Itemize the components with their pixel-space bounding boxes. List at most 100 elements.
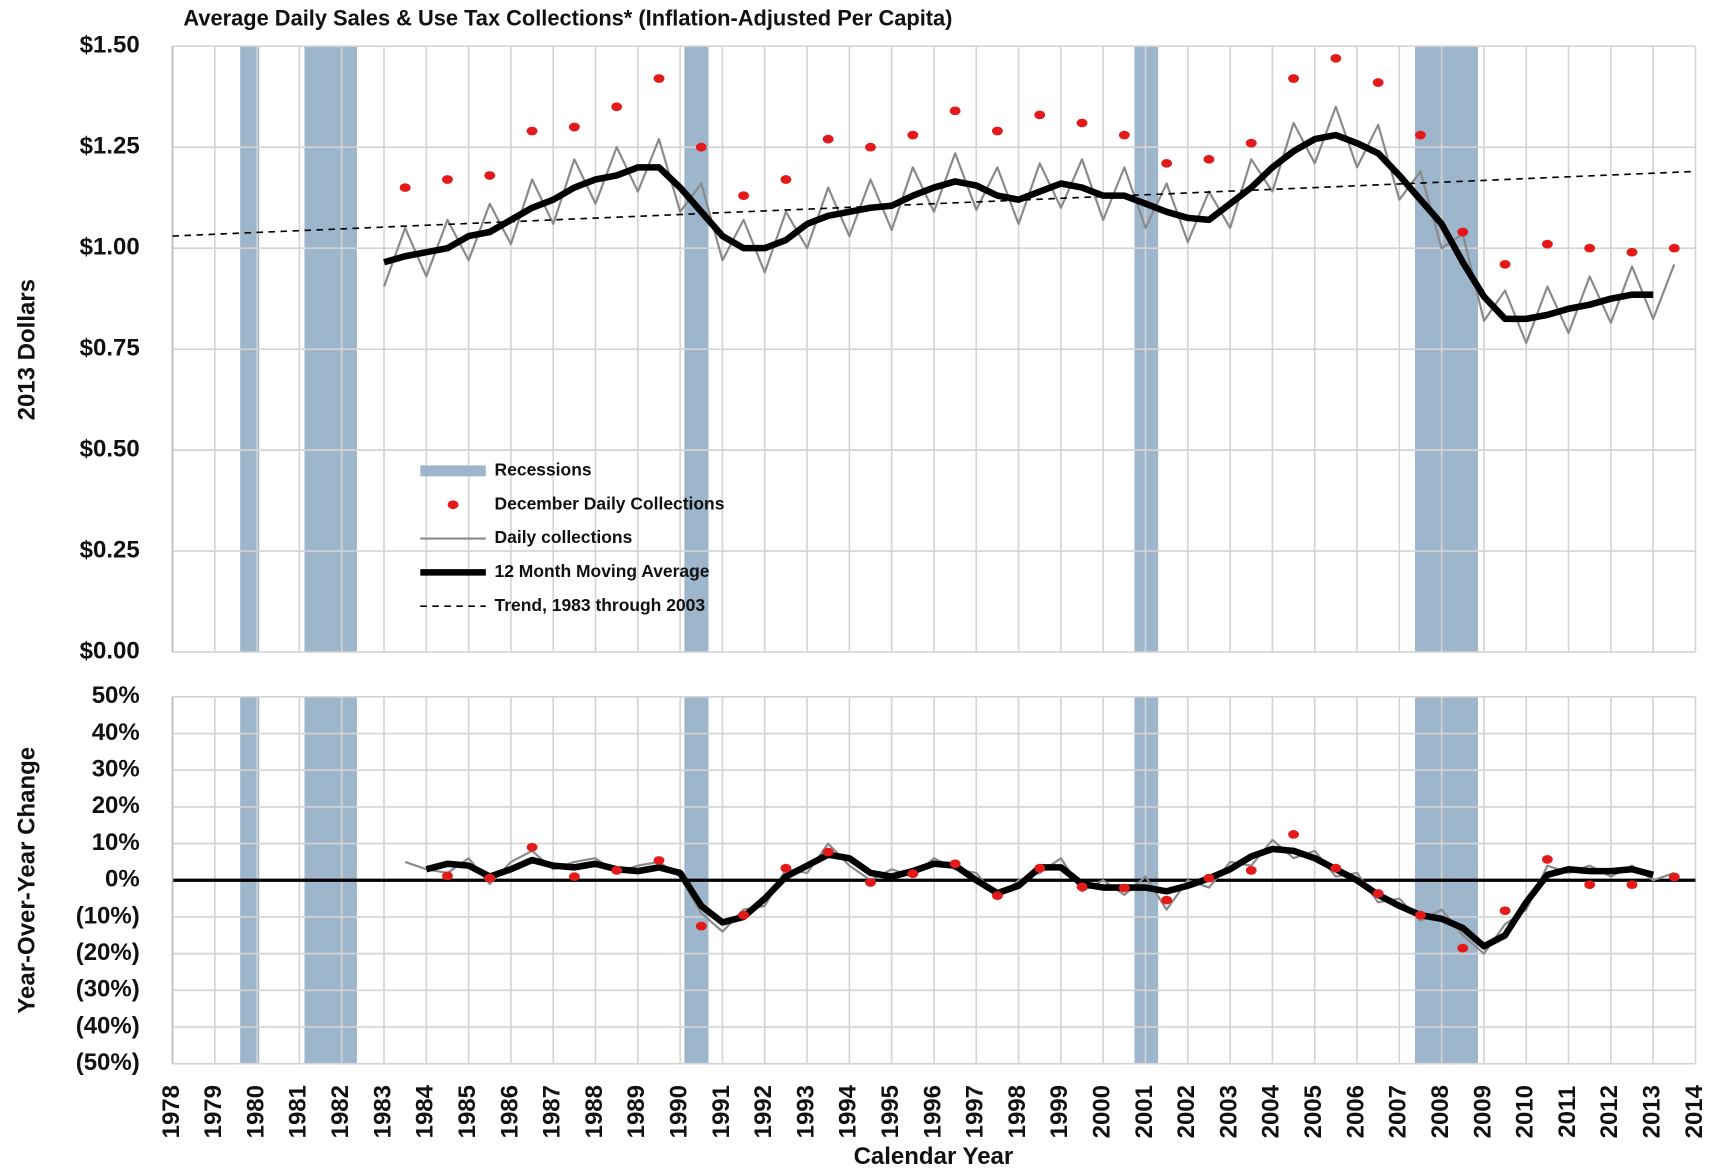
x-tick-label: 2008 [1427,1085,1454,1138]
data-point [611,102,623,112]
x-tick-label: 2010 [1512,1085,1539,1138]
y-tick-label: (10%) [76,902,140,929]
x-tick-label: 2006 [1342,1085,1369,1138]
x-tick-label: 1993 [792,1085,819,1138]
x-tick-label: 1981 [285,1085,312,1138]
data-point [949,859,961,869]
x-tick-label: 1978 [158,1085,185,1138]
data-point [1372,78,1384,87]
y-tick-label: (50%) [76,1049,140,1076]
data-point [442,871,453,881]
data-point [484,873,496,883]
x-tick-label: 1996 [919,1085,946,1138]
data-point [1499,906,1511,916]
legend-swatch [447,500,459,510]
x-tick-label: 1986 [496,1085,523,1138]
data-point [1668,243,1680,253]
data-point [1626,247,1638,257]
trend-line [172,170,1696,237]
x-tick-label: 2012 [1596,1085,1623,1138]
y-tick-label: (40%) [76,1012,140,1039]
y-tick-label: $1.25 [80,133,140,160]
legend-label: Trend, 1983 through 2003 [495,595,706,615]
data-point [1203,154,1215,164]
x-tick-label: 1985 [454,1085,481,1138]
x-tick-label: 1984 [412,1084,439,1138]
y-tick-label: 10% [92,829,140,856]
x-tick-label: 2013 [1638,1085,1665,1138]
data-point [526,126,538,136]
y-tick-label: $0.25 [80,536,140,563]
y-tick-label: $0.50 [80,435,140,462]
y-axis-label: 2013 Dollars [14,279,41,420]
legend-label: Daily collections [495,527,633,547]
y-axis-label: Year-Over-Year Change [14,747,41,1014]
data-point [1584,243,1596,253]
data-point [695,921,707,931]
data-point [1034,110,1046,120]
x-tick-label: 2001 [1131,1085,1158,1138]
data-line [383,105,1676,345]
x-tick-label: 1983 [369,1085,396,1138]
x-tick-label: 1989 [623,1085,650,1138]
y-tick-label: 40% [92,719,140,746]
data-point [399,183,411,192]
data-point [1288,74,1300,83]
data-point [907,869,919,879]
data-point [568,872,580,881]
x-tick-label: 2007 [1385,1085,1412,1138]
y-tick-label: $1.00 [80,234,140,261]
data-point [949,106,961,116]
data-point [1372,889,1384,898]
y-tick-label: 30% [92,756,140,783]
legend-swatch [420,465,486,477]
y-tick-label: $0.00 [80,637,140,664]
x-tick-label: 2002 [1173,1085,1200,1138]
data-point [1118,130,1130,140]
y-tick-label: (30%) [76,976,140,1003]
data-point [865,142,876,152]
data-point [442,175,453,184]
x-tick-label: 1980 [242,1085,269,1138]
legend-label: December Daily Collections [495,493,725,513]
data-point [1626,880,1638,890]
data-point [1118,883,1130,893]
x-tick-label: 2011 [1554,1086,1581,1138]
data-point [1245,865,1257,875]
data-point [991,126,1003,136]
x-tick-label: 1999 [1046,1085,1073,1138]
data-point [1245,138,1257,148]
data-point [695,142,707,152]
x-tick-label: 1992 [750,1085,777,1138]
data-point [1076,882,1088,892]
legend-label: Recessions [495,459,592,479]
chart-title: Average Daily Sales & Use Tax Collection… [183,6,952,31]
x-tick-label: 1995 [877,1085,904,1138]
data-point [865,878,876,887]
data-point [738,191,750,201]
data-point [568,122,580,132]
data-point [1668,872,1680,882]
data-point [1161,895,1173,905]
x-axis-label: Calendar Year [854,1143,1014,1170]
data-point [1288,830,1300,839]
x-tick-label: 1988 [581,1085,608,1138]
x-tick-label: 2004 [1258,1084,1285,1138]
data-point [1584,880,1596,890]
x-tick-label: 2009 [1469,1085,1496,1138]
data-point [1457,227,1469,237]
x-tick-label: 2014 [1681,1084,1708,1138]
x-tick-label: 2005 [1300,1085,1327,1138]
data-point [1541,239,1553,249]
data-point [780,863,792,873]
data-point [1330,863,1342,873]
data-point [484,171,496,180]
x-tick-label: 1990 [665,1085,692,1138]
data-point [526,842,538,852]
y-tick-label: (20%) [76,939,140,966]
data-point [1034,863,1046,873]
y-tick-label: 0% [105,866,140,893]
data-point [738,910,750,920]
y-tick-label: 50% [92,682,140,709]
